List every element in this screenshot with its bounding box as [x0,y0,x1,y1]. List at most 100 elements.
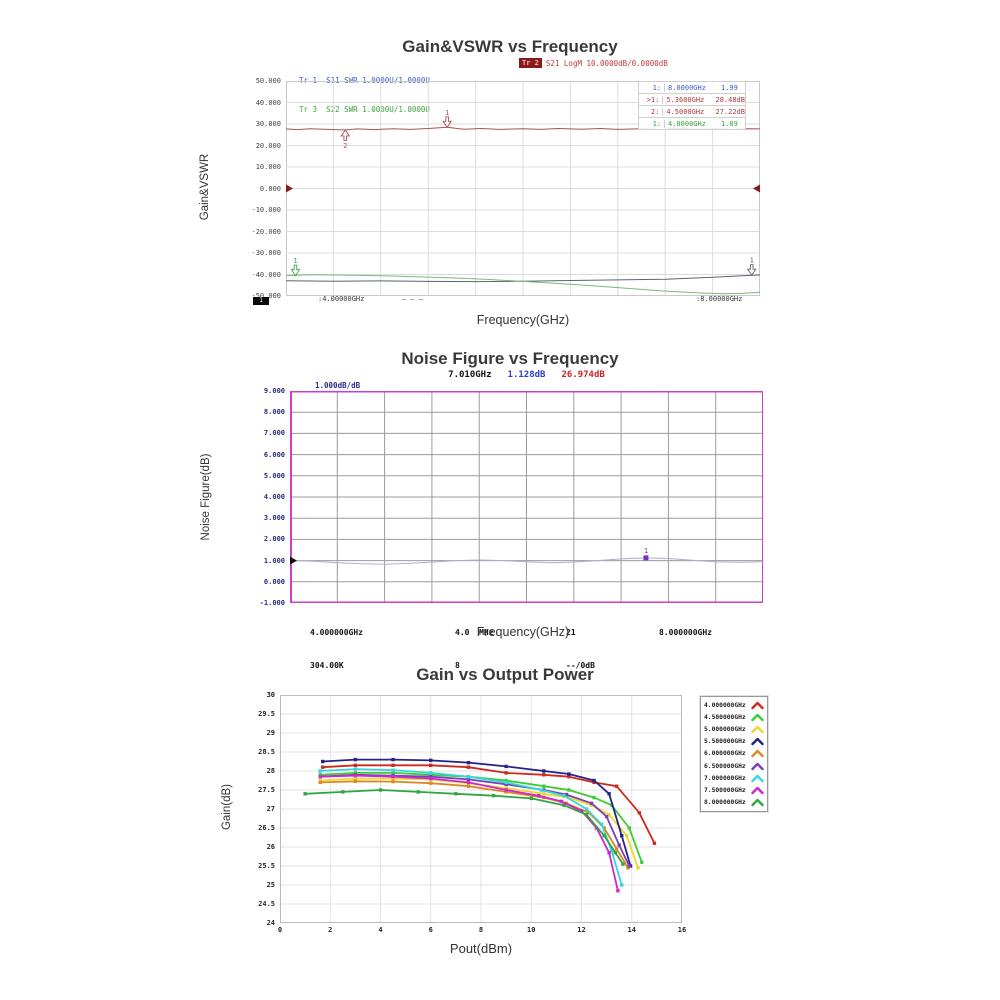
y-tick-label: 1.000 [263,556,285,565]
chart2-ann4-top: 8.000000GHz [659,628,712,637]
chart1-trace-header-left: Tr 1 S11 SWR 1.0000U/1.0000U Tr 3 S22 SW… [299,57,430,133]
y-tick-label: 3.000 [263,514,285,523]
legend-chevron-icon [751,762,764,770]
legend-item: 4.000000GHz [701,699,767,711]
legend-label: 5.000000GHz [704,725,746,733]
marker-table-row: 1: 4.0000GHz 1.89 [638,117,746,130]
chart1-trace2-badge: Tr 2 [519,58,542,68]
y-tick-label: 24 [266,919,275,927]
legend-label: 7.000000GHz [704,774,746,782]
y-tick-label: 27.5 [258,786,275,794]
chart1-stop-frequency: :8.00000GHz [696,295,743,303]
svg-text:2: 2 [343,142,347,150]
y-tick-label: 7.000 [263,429,285,438]
legend-item: 5.500000GHz [701,736,767,748]
x-tick-label: 8 [478,926,484,934]
y-tick-label: 2.000 [263,535,285,544]
legend-chevron-icon [751,750,764,758]
y-tick-label: 26.5 [258,824,275,832]
y-tick-label: 26 [266,843,275,851]
y-tick-label: 30.000 [255,120,281,128]
y-tick-label: 30 [266,691,275,699]
legend-chevron-icon [751,798,764,807]
y-tick-label: 9.000 [263,387,285,395]
chart1-trace-header-right: Tr 2 S21 LogM 10.0000dB/0.0000dB [519,58,668,68]
chart2-title: Noise Figure vs Frequency [401,349,619,368]
chart1-trace2-label: S21 LogM 10.0000dB/0.0000dB [545,58,668,68]
legend-label: 8.000000GHz [704,799,746,807]
chart2-ann3-bottom: --/0dB [566,661,595,670]
y-tick-label: 25 [266,881,275,889]
y-tick-label: 20.000 [255,141,281,150]
chart1-x-axis-label: Frequency(GHz) [476,313,570,327]
x-tick-label: 0 [277,926,283,934]
chart2-ann2-bottom: 8 [455,661,460,670]
y-tick-label: -40.000 [251,270,281,279]
legend-chevron-icon [751,701,764,709]
chart3-y-axis-label: Gain(dB) [221,783,233,831]
chart2-marker-readout: 7.010GHz 1.128dB 26.974dB [290,370,763,380]
marker-value: 27.22dB [715,107,745,116]
chart1-sweep-dashes: — — — [402,295,424,303]
x-tick-label: 10 [527,926,536,934]
chart2-plot-area: 1 9.000 8.000 7.000 6.000 5.000 4.000 3.000 2.0… [260,387,763,607]
chart1-trace3-label: Tr 3 S22 SWR 1.0000U/1.0000U [299,104,430,114]
legend-label: 4.500000GHz [704,713,746,721]
x-tick-label: 2 [328,926,333,934]
chart2-ann3-top: 21 [566,628,576,637]
y-tick-label: 5.000 [263,471,285,480]
legend-label: 5.500000GHz [704,738,746,746]
marker-frequency: 8.0000GHz [668,83,706,92]
legend: 4.000000GHz 4.500000GHz 5.000000GHz 5.50000… [699,695,769,813]
legend-chevron-icon [751,737,764,746]
chart2-annotation-1: 4.000000GHz 304.00K [310,605,363,693]
chart2-x-axis-label: Frequency(GHz) [476,625,570,639]
y-tick-label: 29 [266,729,275,737]
y-tick-label: 0.000 [263,577,285,586]
legend-item: 8.000000GHz [701,797,767,809]
marker-frequency: 4.0000GHz [668,119,706,128]
chart3-x-axis-label: Pout(dBm) [449,941,513,956]
chart2-y-axis-label: Noise Figure(dB) [200,453,212,541]
marker-number: 2: [639,107,664,116]
y-tick-label: 50.000 [255,77,281,85]
y-tick-label: 29.5 [258,710,275,718]
legend-chevron-icon [751,774,764,782]
svg-text:1: 1 [644,547,648,555]
chart1-title: Gain&VSWR vs Frequency [402,37,618,56]
legend-item: 4.500000GHz [701,711,767,723]
chart2-annotation-4: 8.000000GHz [659,605,712,660]
chart1-trace1-label: Tr 1 S11 SWR 1.0000U/1.0000U [299,76,430,85]
y-tick-label: 24.5 [258,900,275,908]
y-tick-label: -1.000 [259,599,285,607]
legend-item: 7.500000GHz [701,784,767,796]
chart2-annotation-2: 4.0 MHz 8 [455,605,494,693]
svg-text:1: 1 [445,109,449,117]
chart2-readout-noise-figure: 1.128dB [507,370,546,380]
y-tick-label: 40.000 [255,98,281,107]
x-tick-label: 4 [378,926,383,934]
chart1-channel-badge: 1 [253,297,269,305]
marker-value: 1.89 [721,119,738,128]
chart1-y-axis-label: Gain&VSWR [199,153,211,221]
marker-frequency: 5.3600GHz [666,95,705,104]
legend-item: 5.000000GHz [701,723,767,735]
chart3-canvas [280,695,682,923]
chart2-canvas: 1 [290,391,763,603]
x-tick-label: 6 [428,926,433,934]
chart3-title: Gain vs Output Power [416,665,594,684]
legend-chevron-icon [751,713,764,721]
chart2-ann1-bottom: 304.00K [310,661,344,670]
legend-label: 4.000000GHz [704,701,746,709]
marker-table: 1: 8.0000GHz 1.99 >1: 5.3600GHz 28.48dB 2: 4.50… [638,81,746,130]
chart2-ann2-top: 4.0 MHz [455,628,494,637]
y-tick-label: 4.000 [263,493,285,501]
marker-value: 28.48dB [715,95,745,104]
y-tick-label: 25.5 [258,862,275,870]
svg-text:1: 1 [750,257,754,265]
legend-label: 6.000000GHz [704,750,746,758]
legend-item: 6.000000GHz [701,748,767,760]
legend-label: 7.500000GHz [704,786,746,794]
